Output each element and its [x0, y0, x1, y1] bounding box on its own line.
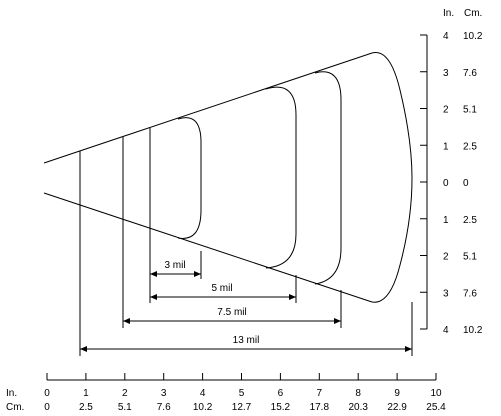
bottom-axis-in-label: 0 [44, 388, 50, 399]
bottom-axis-in-header: In. [6, 388, 17, 399]
right-axis-cm-label: 10.2 [463, 325, 483, 336]
right-axis-in-label: 4 [443, 31, 449, 42]
right-axis-in-label: 0 [443, 178, 449, 189]
right-axis-in-label: 2 [443, 252, 449, 263]
arrowhead-right-5-mil [289, 294, 296, 300]
right-axis-cm-label: 10.2 [463, 31, 483, 42]
bottom-axis-in-label: 4 [200, 388, 206, 399]
bottom-axis-in-label: 8 [355, 388, 361, 399]
right-axis-in-label: 4 [443, 325, 449, 336]
range-label-3-mil: 3 mil [164, 260, 185, 271]
arrowhead-left-7-5-mil [123, 318, 130, 324]
right-axis-in-label: 1 [443, 215, 449, 226]
range-label-7-5-mil: 7.5 mil [217, 307, 246, 318]
envelope-13-mil [371, 51, 413, 303]
right-axis-in-label: 2 [443, 105, 449, 116]
bottom-axis-in-label: 1 [83, 388, 89, 399]
bottom-axis-in-label: 9 [394, 388, 400, 399]
bottom-axis-cm-label: 2.5 [79, 402, 93, 413]
bottom-axis-cm-header: Cm. [6, 402, 24, 413]
arrowhead-right-13-mil [405, 346, 412, 352]
bottom-axis-in-label: 6 [278, 388, 284, 399]
envelope-5-mil [265, 86, 297, 269]
bottom-axis-cm-label: 25.4 [426, 402, 446, 413]
right-axis-in-header: In. [443, 8, 454, 19]
arrowhead-left-13-mil [80, 346, 87, 352]
bottom-axis-in-label: 7 [317, 388, 323, 399]
bottom-axis-cm-label: 7.6 [157, 402, 171, 413]
range-label-5-mil: 5 mil [211, 283, 232, 294]
right-axis-cm-label: 2.5 [463, 141, 477, 152]
right-axis-cm-label: 5.1 [463, 252, 477, 263]
right-axis-cm-header: Cm. [464, 8, 482, 19]
right-axis-cm-label: 5.1 [463, 105, 477, 116]
bottom-axis-cm-label: 10.2 [193, 402, 213, 413]
range-label-13-mil: 13 mil [233, 335, 260, 346]
bottom-axis-cm-label: 5.1 [118, 402, 132, 413]
right-axis-in-label: 3 [443, 68, 449, 79]
arrowhead-right-3-mil [194, 271, 201, 277]
cone-lower-edge [43, 192, 373, 303]
bottom-axis-in-label: 2 [122, 388, 128, 399]
bottom-axis-cm-label: 22.9 [387, 402, 407, 413]
right-axis-ticks: 4 10.2 3 7.6 2 5.1 1 2.5 0 0 1 2.5 2 5.1 3 7.6 4 10.2 [420, 31, 483, 336]
right-axis-in-label: 3 [443, 288, 449, 299]
bottom-axis-cm-label: 12.7 [232, 402, 252, 413]
bottom-axis-cm-label: 0 [44, 402, 50, 413]
range-dimensions: 3 mil 5 mil 7.5 mil 13 mil [80, 251, 413, 356]
right-axis-cm-label: 7.6 [463, 68, 477, 79]
right-axis-in-label: 1 [443, 141, 449, 152]
bottom-axis-in-label: 5 [239, 388, 245, 399]
bottom-axis-cm-label: 20.3 [348, 402, 368, 413]
bottom-axis-in-label: 10 [430, 388, 442, 399]
bottom-axis-cm-label: 17.8 [310, 402, 330, 413]
bottom-axis-ticks: 0 0 1 2.5 2 5.1 3 7.6 4 10.2 5 12.7 6 15.2 7 17.8 8 20.3 9… [44, 373, 446, 413]
right-axis-cm-label: 7.6 [463, 288, 477, 299]
bottom-axis-cm-label: 15.2 [271, 402, 291, 413]
cone-upper-edge [43, 52, 373, 164]
arrowhead-left-5-mil [150, 294, 157, 300]
right-axis-cm-label: 0 [463, 178, 469, 189]
envelope-3-mil [177, 117, 202, 239]
right-axis-cm-label: 2.5 [463, 215, 477, 226]
bottom-axis-in-label: 3 [161, 388, 167, 399]
envelope-7-5-mil [314, 71, 342, 285]
arrowhead-left-3-mil [150, 271, 157, 277]
arrowhead-right-7-5-mil [334, 318, 341, 324]
